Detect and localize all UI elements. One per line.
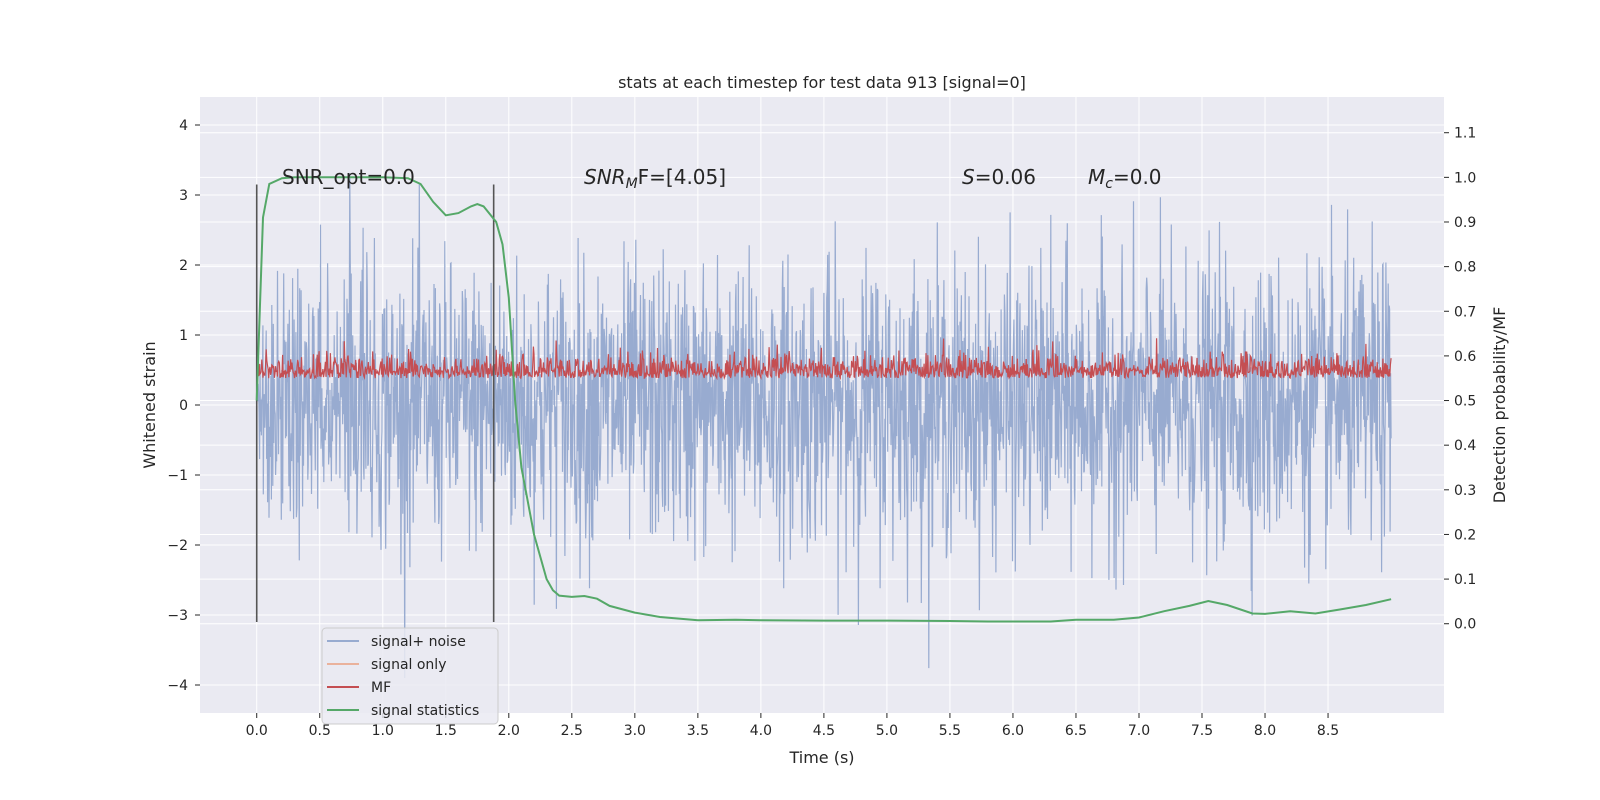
annotation-s: S=0.06 (962, 165, 1036, 189)
x-axis-label: Time (s) (788, 748, 854, 767)
mf-series (256, 338, 1392, 381)
y2-tick-label: 0.6 (1454, 349, 1476, 365)
y2-ticks: 1.1 1.0 0.9 0.8 0.7 0.6 0.5 0.4 0.3 0.2 0.1 0.0 (1444, 126, 1476, 633)
y-ticks: 4 3 2 1 0 −1 −2 −3 −4 (167, 118, 200, 694)
y-tick-label: −2 (167, 538, 188, 554)
vertical-markers (255, 184, 495, 622)
x-tick-label: 0.0 (246, 723, 268, 739)
y-tick-label: 1 (179, 328, 188, 344)
x-tick-label: 7.5 (1191, 723, 1213, 739)
x-tick-label: 1.5 (435, 723, 457, 739)
y2-tick-label: 0.0 (1454, 617, 1476, 633)
y2-tick-label: 0.2 (1454, 527, 1476, 543)
x-ticks: 0.0 0.5 1.0 1.5 2.0 2.5 3.0 3.5 4.0 4.5 5.0 5.5 6.0 6… (246, 713, 1339, 739)
snr-mf-symbol: SNR (584, 165, 626, 189)
legend-label-signal-only: signal only (371, 657, 446, 673)
mc-subscript: c (1105, 176, 1113, 192)
mf-line (256, 338, 1392, 381)
y2-tick-label: 1.1 (1454, 126, 1476, 142)
mc-symbol: M (1088, 165, 1105, 189)
y2-tick-label: 1.0 (1454, 170, 1476, 186)
y2-tick-label: 0.5 (1454, 394, 1476, 410)
x-tick-label: 5.5 (939, 723, 961, 739)
y-axis-label: Whitened strain (140, 341, 159, 468)
signal-noise-series (256, 173, 1392, 679)
annotation-mc: Mc=0.0 (1088, 165, 1162, 192)
y2-tick-label: 0.1 (1454, 572, 1476, 588)
snr-mf-subscript: M (626, 176, 638, 192)
annotation-snr-mf: SNRMF=[4.05] (584, 165, 726, 192)
annotation-snr-opt: SNR_opt=0.0 (282, 165, 415, 189)
y-tick-label: 3 (179, 188, 188, 204)
x-tick-label: 4.5 (813, 723, 835, 739)
signal-noise-line (256, 173, 1392, 679)
y2-tick-label: 0.4 (1454, 438, 1476, 454)
x-tick-label: 8.0 (1254, 723, 1276, 739)
chart-title: stats at each timestep for test data 913… (618, 73, 1026, 92)
signal-statistics-line (255, 176, 1392, 623)
x-tick-label: 7.0 (1128, 723, 1150, 739)
y2-tick-label: 0.9 (1454, 215, 1476, 231)
y-tick-label: 2 (179, 258, 188, 274)
y-tick-label: −4 (167, 678, 188, 694)
x-tick-label: 1.0 (372, 723, 394, 739)
x-tick-label: 2.5 (561, 723, 583, 739)
x-tick-label: 4.0 (750, 723, 772, 739)
y-tick-label: 4 (179, 118, 188, 134)
legend: signal+ noise signal only MF signal stat… (321, 627, 499, 725)
x-tick-label: 6.5 (1065, 723, 1087, 739)
x-tick-label: 3.5 (687, 723, 709, 739)
legend-label-signal-statistics: signal statistics (371, 703, 479, 719)
snr-mf-value: F=[4.05] (638, 165, 726, 189)
y-tick-label: −3 (167, 608, 188, 624)
s-symbol: S (962, 165, 975, 189)
legend-label-signal-noise: signal+ noise (371, 634, 466, 650)
y2-tick-label: 0.7 (1454, 304, 1476, 320)
y-tick-label: −1 (167, 468, 188, 484)
x-tick-label: 2.0 (498, 723, 520, 739)
s-value: =0.06 (975, 165, 1036, 189)
signal-statistics-series (255, 176, 1392, 623)
x-tick-label: 0.5 (309, 723, 331, 739)
legend-label-mf: MF (371, 680, 391, 696)
y2-tick-label: 0.8 (1454, 260, 1476, 276)
x-tick-label: 6.0 (1002, 723, 1024, 739)
x-tick-label: 5.0 (876, 723, 898, 739)
x-tick-label: 8.5 (1317, 723, 1339, 739)
y-tick-label: 0 (179, 398, 188, 414)
y2-axis-label: Detection probability/MF (1490, 307, 1509, 504)
x-tick-label: 3.0 (624, 723, 646, 739)
y2-tick-label: 0.3 (1454, 483, 1476, 499)
legend-box (321, 627, 499, 725)
mc-value: =0.0 (1113, 165, 1162, 189)
